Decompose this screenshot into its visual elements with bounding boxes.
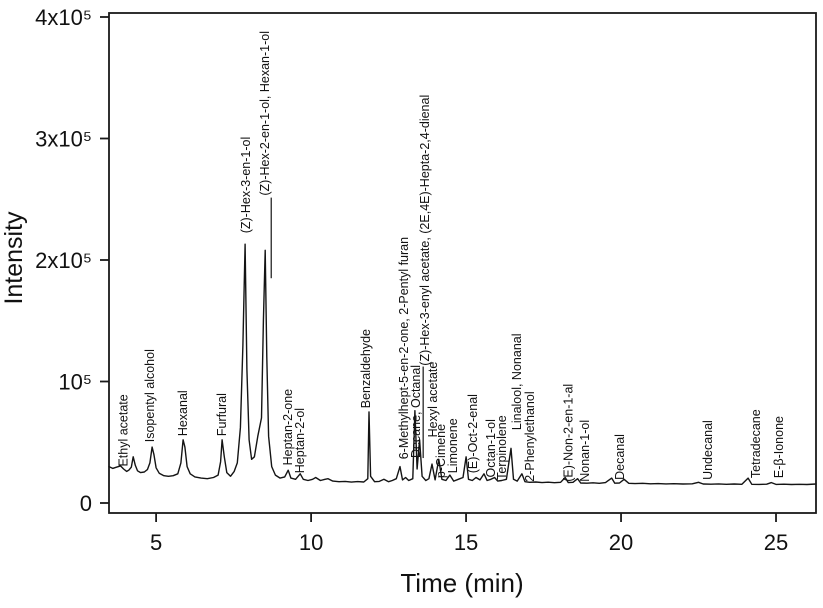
peak-label: Linalool, Nonanal — [510, 333, 524, 430]
plot-frame — [108, 12, 817, 514]
y-axis-title: Intensity — [0, 211, 28, 305]
y-tick-label: 3x10⁵ — [35, 127, 92, 152]
y-tick-label: 4x10⁵ — [35, 5, 92, 30]
peak-label: Heptan-2-ol — [293, 408, 307, 473]
peak-label: (E)-Oct-2-enal — [466, 394, 480, 473]
peak-label: (Z)-Hex-3-enyl acetate, (2E,4E)-Hepta-2,… — [418, 95, 432, 366]
peak-label: Ethyl acetate — [116, 394, 130, 466]
peak-label: Isopentyl alcohol — [143, 349, 157, 442]
x-tick-label: 5 — [150, 530, 162, 555]
x-tick-label: 10 — [299, 530, 323, 555]
peak-label: p-Cimene — [434, 424, 448, 478]
peak-label: Hexyl acetate — [426, 362, 440, 438]
y-tick-label: 10⁵ — [58, 370, 92, 395]
peak-label: Decanal — [613, 434, 627, 480]
x-tick-label: 25 — [764, 530, 788, 555]
x-tick-label: 20 — [609, 530, 633, 555]
peak-label: Decane, Octanal — [409, 365, 423, 458]
y-tick-label: 0 — [80, 491, 92, 516]
peak-label: Terpinolene — [495, 415, 509, 480]
peak-label: E-β-Ionone — [772, 416, 786, 478]
peak-label: Benzaldehyde — [359, 329, 373, 408]
peak-label: Undecanal — [701, 420, 715, 480]
chromatogram-trace — [108, 243, 817, 486]
peak-label: Limonene — [446, 418, 460, 473]
x-axis-title: Time (min) — [400, 568, 523, 598]
peak-label: Octan-1-ol — [484, 419, 498, 477]
peak-label: 6-Methylhept-5-en-2-one, 2-Pentyl furan — [397, 237, 411, 459]
chart-layer: 0 10⁵ 2x10⁵ 3x10⁵ 4x10⁵ 5 10 15 20 25 Ethyl acetat… — [35, 5, 817, 555]
peak-label: Furfural — [215, 393, 229, 436]
peak-label: (Z)-Hex-3-en-1-ol — [239, 137, 253, 234]
peak-label: Heptan-2-one — [281, 389, 295, 465]
x-tick-label: 15 — [454, 530, 478, 555]
peak-label: (E)-Non-2-en-1-al — [561, 384, 575, 482]
peak-label: Tetradecane — [749, 409, 763, 478]
peak-label: Nonan-1-ol — [578, 420, 592, 482]
peak-label: (Z)-Hex-2-en-1-ol, Hexan-1-ol — [258, 31, 272, 196]
y-tick-label: 2x10⁵ — [35, 248, 92, 273]
peak-label: Hexanal — [176, 390, 190, 436]
peak-label: 2-Phenylethanol — [523, 391, 537, 481]
